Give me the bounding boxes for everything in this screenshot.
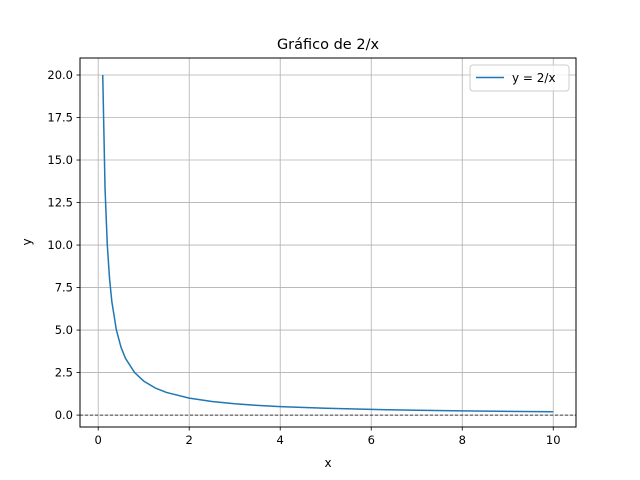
legend: y = 2/x <box>469 64 570 92</box>
grid-layer <box>80 58 576 427</box>
y-tick-label: 0.0 <box>55 408 73 422</box>
legend-box <box>469 64 570 92</box>
y-tick-label: 2.5 <box>55 366 73 380</box>
chart-title: Gráfico de 2/x <box>277 37 380 53</box>
y-tick-label: 7.5 <box>55 281 73 295</box>
series-layer <box>102 74 554 413</box>
y-tick-label: 12.5 <box>47 196 73 210</box>
legend-label: y = 2/x <box>512 71 556 85</box>
x-tick-label: 2 <box>186 433 193 447</box>
y-tick-label: 20.0 <box>47 68 73 82</box>
plot-frame <box>79 57 577 428</box>
series-line <box>102 74 554 413</box>
x-tick-label: 4 <box>277 433 284 447</box>
y-axis-label: y <box>20 238 34 245</box>
ticks-layer: 0 2 4 6 8 10 0.0 2.5 5.0 7.5 10.0 12.5 15.0 17.5 20.0 <box>47 68 560 447</box>
x-tick-label: 0 <box>95 433 102 447</box>
x-tick-label: 10 <box>546 433 561 447</box>
y-tick-label: 17.5 <box>47 111 73 125</box>
x-axis-label: x <box>324 456 331 470</box>
y-tick-label: 5.0 <box>55 323 73 337</box>
y-tick-label: 15.0 <box>47 153 73 167</box>
x-tick-label: 8 <box>459 433 466 447</box>
y-tick-label: 10.0 <box>47 238 73 252</box>
x-tick-label: 6 <box>368 433 375 447</box>
